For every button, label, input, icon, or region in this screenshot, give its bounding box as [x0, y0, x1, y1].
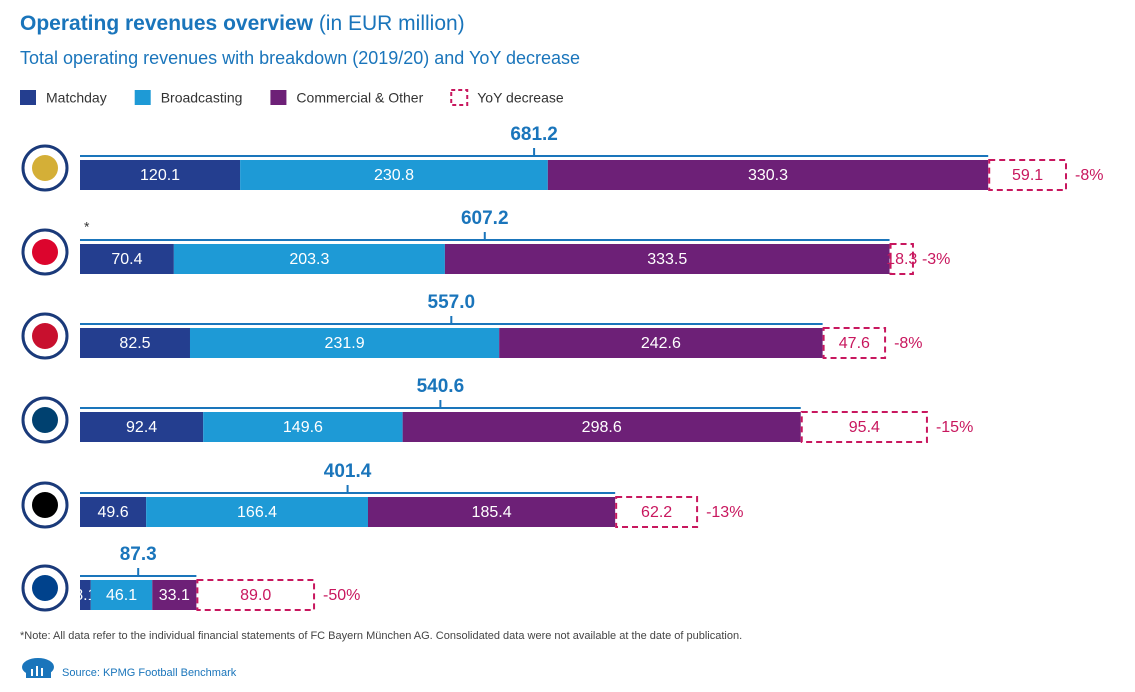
bar-segment — [146, 497, 368, 527]
yoy-label: -8% — [894, 335, 922, 352]
bar-label: 230.8 — [374, 167, 414, 184]
bar-label: 49.6 — [97, 504, 128, 521]
total-label: 557.0 — [428, 292, 476, 313]
bar-label: 82.5 — [119, 335, 150, 352]
bar-segment — [80, 328, 190, 358]
total-bracket — [80, 148, 989, 157]
legend-label: Broadcasting — [161, 90, 243, 106]
bar-segment — [80, 412, 204, 442]
note: *Note: All data refer to the individual … — [20, 630, 742, 642]
bar-label: 92.4 — [126, 419, 157, 436]
bar-segment — [152, 580, 197, 610]
legend-label: Commercial & Other — [296, 90, 423, 106]
bar-label: 333.5 — [647, 251, 687, 268]
bar-segment — [499, 328, 823, 358]
yoy-label: -3% — [922, 251, 950, 268]
club-logo-inner — [32, 575, 58, 601]
bar-label: 298.6 — [582, 419, 622, 436]
decrease-box — [800, 411, 928, 443]
legend-swatch — [450, 89, 469, 106]
yoy-label: -50% — [323, 587, 360, 604]
bar-segment — [444, 244, 890, 274]
chart-title: Operating revenues overview — [20, 12, 314, 35]
bar-segment — [547, 160, 989, 190]
total-label: 540.6 — [417, 376, 465, 397]
bar-label: 33.1 — [159, 587, 190, 604]
legend-swatch — [20, 90, 36, 105]
club-logo-inner — [32, 323, 58, 349]
total-label: 401.4 — [324, 461, 372, 482]
decrease-label: 59.1 — [1012, 167, 1043, 184]
bar-segment — [402, 412, 801, 442]
total-bracket — [80, 400, 801, 409]
bar-segment — [80, 580, 91, 610]
bar-label: 231.9 — [325, 335, 365, 352]
legend-swatch — [270, 90, 287, 105]
decrease-label: 89.0 — [240, 587, 271, 604]
bar-label: 330.3 — [748, 167, 788, 184]
bar-label: 203.3 — [289, 251, 329, 268]
yoy-label: -15% — [936, 419, 973, 436]
legend-label: YoY decrease — [477, 90, 564, 106]
source-icon — [22, 658, 54, 678]
yoy-label: -8% — [1075, 167, 1103, 184]
club-logo-inner — [32, 155, 58, 181]
bar-label: 70.4 — [111, 251, 142, 268]
chart-subtitle: Total operating revenues with breakdown … — [20, 48, 580, 68]
total-bracket — [80, 568, 197, 577]
decrease-label: 62.2 — [641, 504, 672, 521]
decrease-box — [615, 496, 699, 528]
decrease-box — [822, 327, 887, 359]
bar-segment — [90, 580, 153, 610]
bar-label: 46.1 — [106, 587, 137, 604]
footnote-mark: * — [84, 219, 90, 235]
source: Source: KPMG Football Benchmark — [62, 667, 237, 679]
bar-label: 149.6 — [283, 419, 323, 436]
club-logo-inner — [32, 492, 58, 518]
bar-segment — [189, 328, 500, 358]
bar-label: 185.4 — [472, 504, 512, 521]
bar-segment — [203, 412, 403, 442]
legend-swatch — [134, 90, 151, 105]
total-bracket — [80, 232, 890, 241]
decrease-label: 18.3 — [886, 251, 917, 268]
bar-label: 166.4 — [237, 504, 277, 521]
yoy-label: -13% — [706, 504, 743, 521]
bar-label: 242.6 — [641, 335, 681, 352]
decrease-box — [988, 159, 1067, 191]
total-bracket — [80, 316, 823, 325]
decrease-box — [889, 243, 914, 275]
bar-segment — [80, 244, 174, 274]
total-bracket — [80, 485, 616, 494]
bar-segment — [80, 160, 241, 190]
legend-label: Matchday — [46, 90, 107, 106]
bar-label: 120.1 — [140, 167, 180, 184]
total-label: 607.2 — [461, 208, 509, 229]
bar-segment — [80, 497, 147, 527]
total-label: 681.2 — [510, 124, 558, 145]
bar-segment — [240, 160, 548, 190]
decrease-label: 95.4 — [849, 419, 880, 436]
decrease-box — [196, 579, 316, 611]
total-label: 87.3 — [120, 544, 157, 565]
club-logo-inner — [32, 407, 58, 433]
club-logo-inner — [32, 239, 58, 265]
chart-title-group: Operating revenues overview (in EUR mill… — [20, 12, 465, 35]
bar-segment — [173, 244, 445, 274]
decrease-label: 47.6 — [839, 335, 870, 352]
chart-title-suffix: (in EUR million) — [319, 12, 465, 35]
bar-segment — [367, 497, 616, 527]
